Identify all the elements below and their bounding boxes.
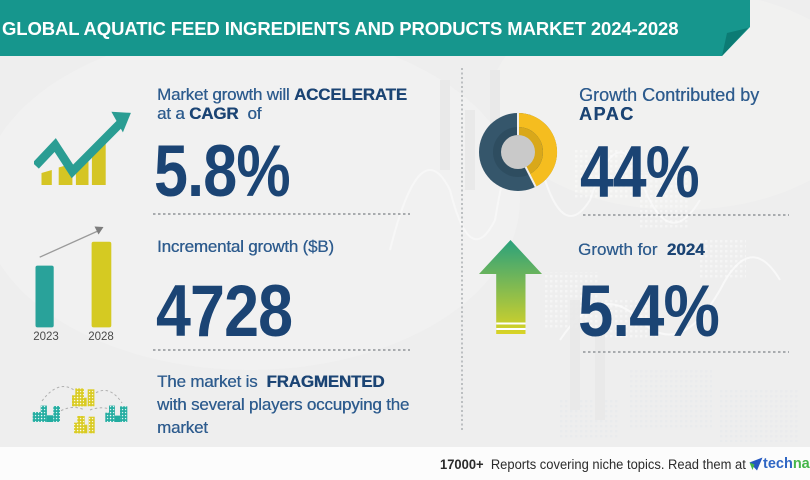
svg-text:2023: 2023 <box>33 331 59 343</box>
svg-text:2028: 2028 <box>88 331 114 343</box>
